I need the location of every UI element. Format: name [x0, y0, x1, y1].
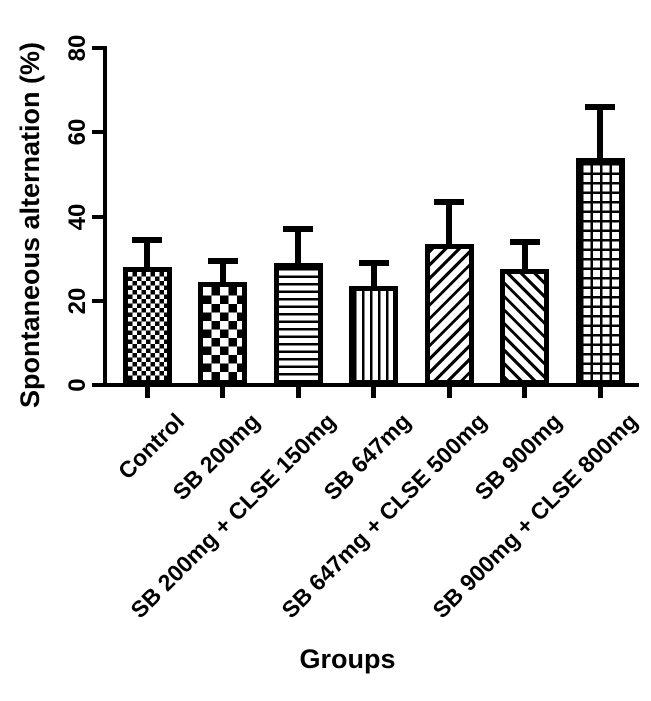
error-bar-stem	[295, 229, 301, 269]
error-bar-stem	[446, 201, 452, 250]
error-bar-stem	[521, 241, 528, 276]
error-bar-stem	[144, 239, 150, 274]
x-tick	[446, 387, 452, 398]
y-tick	[92, 383, 103, 387]
bar-sb-200mg	[198, 281, 247, 385]
bar-sb-647mg	[349, 286, 398, 385]
x-tick	[144, 387, 150, 398]
x-tick-label-control: Control	[113, 408, 190, 485]
error-bar-cap	[585, 104, 615, 110]
y-tick	[92, 214, 103, 219]
x-axis-title: Groups	[299, 644, 396, 674]
x-tick	[522, 387, 527, 398]
error-bar-cap	[132, 236, 162, 243]
y-tick	[92, 130, 103, 135]
error-bar-cap	[207, 257, 238, 264]
y-tick-label: 20	[64, 287, 91, 315]
x-tick	[220, 387, 225, 398]
error-bar-cap	[509, 238, 540, 245]
error-bar-stem	[597, 107, 603, 164]
error-bar-cap	[434, 198, 464, 205]
y-tick-label: 0	[64, 378, 91, 392]
x-tick	[371, 387, 376, 398]
y-tick	[92, 46, 103, 50]
error-bar-cap	[283, 226, 313, 233]
x-axis-line	[103, 383, 639, 387]
y-tick-label: 60	[64, 118, 91, 146]
bar-sb-900mg-clse-800mg	[575, 157, 625, 385]
y-axis-line	[103, 46, 107, 387]
error-bar-stem	[219, 260, 226, 288]
bar-sb-647mg-clse-500mg	[424, 243, 474, 385]
x-tick	[295, 387, 301, 398]
bar-sb-900mg	[500, 269, 549, 385]
y-tick-label: 80	[64, 34, 91, 62]
error-bar-stem	[370, 262, 377, 292]
error-bar-cap	[358, 259, 389, 266]
bar-control	[122, 267, 172, 385]
x-tick	[597, 387, 603, 398]
y-tick	[92, 298, 103, 303]
y-tick-label: 40	[64, 203, 91, 230]
bar-sb-200mg-clse-150mg	[273, 262, 323, 385]
